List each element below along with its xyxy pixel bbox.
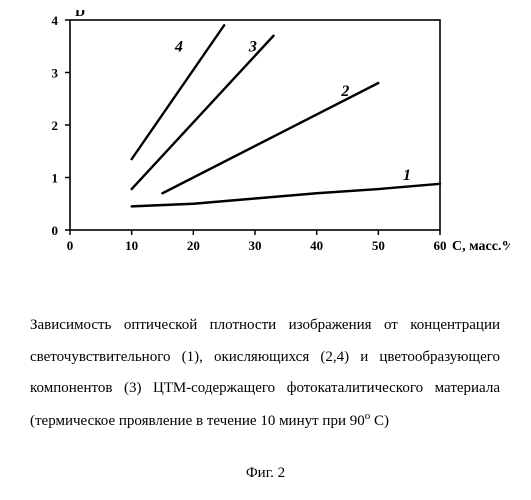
chart: 0 10 20 30 40 50 60 0 1 2 3 4 D С, масс.% 1 2 3 4	[20, 10, 510, 280]
svg-text:30: 30	[249, 238, 262, 253]
svg-text:50: 50	[372, 238, 385, 253]
svg-text:D: D	[75, 10, 85, 20]
svg-text:0: 0	[67, 238, 74, 253]
svg-text:2: 2	[340, 83, 349, 100]
svg-text:0: 0	[52, 223, 59, 238]
svg-text:3: 3	[52, 66, 59, 81]
caption-text: Зависимость оптической плотности изображ…	[30, 317, 500, 429]
svg-text:1: 1	[403, 167, 411, 184]
svg-text:40: 40	[310, 238, 323, 253]
svg-text:4: 4	[52, 13, 59, 28]
caption-tail: С)	[370, 413, 389, 429]
figure-label: Фиг. 2	[0, 465, 531, 482]
svg-text:2: 2	[52, 118, 59, 133]
svg-text:60: 60	[434, 238, 447, 253]
svg-text:10: 10	[125, 238, 138, 253]
svg-text:С, масс.%: С, масс.%	[452, 239, 510, 254]
svg-text:3: 3	[248, 39, 257, 56]
svg-text:4: 4	[174, 39, 183, 56]
svg-text:1: 1	[52, 171, 59, 186]
caption: Зависимость оптической плотности изображ…	[30, 310, 500, 437]
svg-text:20: 20	[187, 238, 200, 253]
